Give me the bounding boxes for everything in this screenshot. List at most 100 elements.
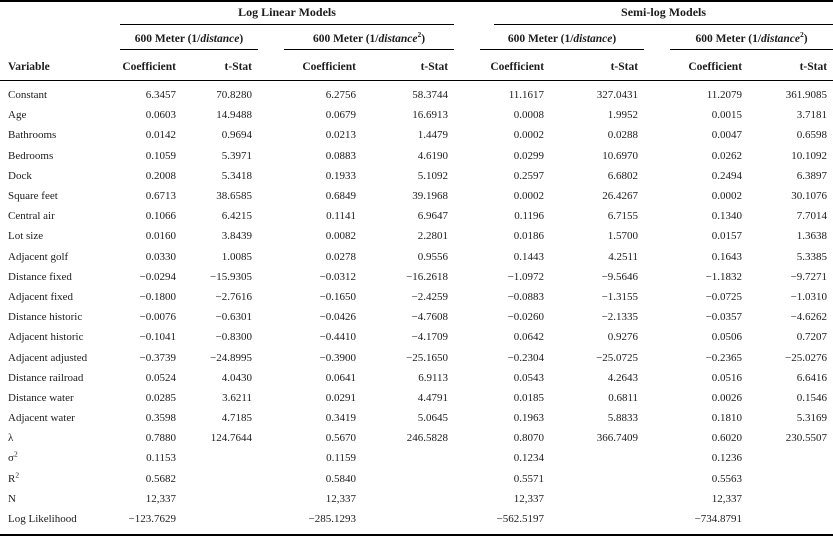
value-cell: 12,337 [513, 492, 545, 505]
table-row: Constant 6.3457 70.8280 6.2756 58.3744 11.161… [0, 81, 833, 106]
table-row: Log Likelihood −123.7629 −285.1293 −562.519… [0, 509, 833, 534]
value-cell [182, 469, 258, 489]
value-cell: 2.2801 [417, 230, 449, 243]
value-cell: 0.1546 [796, 391, 828, 404]
value-cell: 0.1153 [146, 452, 176, 465]
value-cell: 0.5670 [325, 432, 356, 445]
value-cell: 0.0524 [145, 371, 176, 384]
value-cell: 0.9694 [221, 129, 252, 142]
value-cell: 4.6190 [417, 149, 449, 162]
value-cell: 0.2494 [711, 169, 743, 182]
value-cell: 7.7014 [796, 210, 828, 223]
value-cell: −25.0725 [596, 351, 639, 364]
value-cell: −0.0260 [507, 311, 545, 324]
value-cell: 0.0516 [711, 371, 743, 384]
model-header-text: 600 Meter (1/ [312, 33, 379, 45]
model-header-term: distance [378, 33, 418, 45]
value-cell: 0.9276 [607, 331, 639, 344]
value-cell: 1.3638 [796, 230, 828, 243]
value-cell: 12,337 [711, 492, 743, 505]
value-cell: −0.3739 [139, 351, 176, 364]
row-label-text: N [8, 492, 16, 505]
value-cell: 39.1968 [412, 190, 449, 203]
value-cell: 0.0082 [325, 230, 356, 243]
table-row: Lot size 0.0160 3.8439 0.0082 2.2801 0.0186 1.… [0, 226, 833, 246]
model-header-sup: 2 [800, 30, 804, 40]
model-header-term: distance [761, 33, 801, 45]
value-cell: 0.0641 [325, 371, 356, 384]
row-label-sup: 2 [15, 470, 20, 479]
row-label: Adjacent fixed [0, 287, 118, 307]
value-cell: −2.4259 [411, 290, 449, 303]
row-label: λ [0, 428, 118, 448]
value-cell: −123.7629 [128, 513, 176, 526]
row-label-text: Bathrooms [8, 129, 57, 142]
value-cell: 6.3897 [796, 169, 828, 182]
table-row: N 12,337 12,337 12,337 12,337 [0, 489, 833, 509]
value-cell: 0.1963 [513, 412, 545, 425]
row-label: Distance historic [0, 307, 118, 327]
value-cell: 0.0026 [711, 391, 743, 404]
row-label-text: σ [8, 452, 14, 465]
value-cell: 361.9085 [785, 89, 828, 102]
value-cell: 0.1066 [145, 210, 176, 223]
value-cell: 3.7181 [796, 109, 828, 122]
value-cell: 38.6585 [216, 190, 252, 203]
value-cell: 1.5700 [607, 230, 639, 243]
value-cell: 0.7207 [796, 331, 828, 344]
row-label: Distance railroad [0, 368, 118, 388]
value-cell: 11.2079 [706, 89, 743, 102]
value-cell: 0.1234 [513, 452, 545, 465]
group-header-row: Log Linear Models Semi-log Models [0, 2, 833, 25]
value-cell: 0.0015 [711, 109, 743, 122]
value-cell: 0.1340 [711, 210, 743, 223]
value-cell: 6.9647 [417, 210, 449, 223]
value-cell: 30.1076 [791, 190, 828, 203]
row-label-text: Log Likelihood [8, 513, 77, 526]
value-cell: 16.6913 [412, 109, 449, 122]
value-cell [550, 509, 644, 534]
value-cell: −4.1709 [411, 331, 449, 344]
table-row: Bathrooms 0.0142 0.9694 0.0213 1.4479 0.0002 0… [0, 125, 833, 145]
value-cell: 0.0642 [513, 331, 545, 344]
table-row: λ 0.7880 124.7644 0.5670 246.5828 0.8070 366.7… [0, 428, 833, 448]
value-cell: 0.5682 [145, 472, 176, 485]
column-header-coefficient: Coefficient [454, 50, 551, 81]
value-cell: 1.4479 [417, 129, 449, 142]
value-cell: −562.5197 [496, 513, 545, 526]
value-cell: 0.0299 [513, 149, 545, 162]
value-cell: 1.9952 [607, 109, 639, 122]
value-cell: 6.7155 [607, 210, 639, 223]
row-label: Adjacent historic [0, 327, 118, 347]
value-cell: 0.5571 [513, 472, 545, 485]
row-label-text: R [8, 472, 16, 485]
model-header-1: 600 Meter (1/distance) [118, 25, 258, 50]
row-label-text: Age [8, 109, 27, 122]
row-label: Adjacent golf [0, 247, 118, 267]
value-cell [550, 489, 644, 509]
value-cell: 0.6598 [796, 129, 828, 142]
value-cell: 0.0002 [513, 129, 545, 142]
value-cell: −0.6301 [215, 311, 252, 324]
value-cell: 0.0262 [711, 149, 743, 162]
value-cell: 6.2756 [325, 89, 356, 102]
table-row: R2 0.5682 0.5840 0.5571 0.5563 [0, 469, 833, 489]
value-cell: 4.2511 [608, 250, 639, 263]
value-cell [362, 489, 454, 509]
model-header-text: ) [239, 33, 244, 45]
table-row: Adjacent fixed −0.1800 −2.7616 −0.1650 −2.42… [0, 287, 833, 307]
value-cell: −0.2365 [705, 351, 743, 364]
value-cell: 0.0285 [145, 391, 176, 404]
value-cell: 0.6849 [325, 190, 356, 203]
model-header-2: 600 Meter (1/distance2) [258, 25, 455, 50]
value-cell: 0.0186 [513, 230, 545, 243]
table-row: Distance railroad 0.0524 4.0430 0.0641 6.911… [0, 368, 833, 388]
table-body: Constant 6.3457 70.8280 6.2756 58.3744 11.161… [0, 81, 833, 535]
table-row: Adjacent golf 0.0330 1.0085 0.0278 0.9556 0.1… [0, 247, 833, 267]
value-cell: 0.9556 [417, 250, 449, 263]
value-cell: −1.0310 [790, 290, 828, 303]
value-cell [550, 469, 644, 489]
value-cell: 1.0085 [221, 250, 252, 263]
value-cell [748, 509, 833, 534]
value-cell [182, 448, 258, 468]
